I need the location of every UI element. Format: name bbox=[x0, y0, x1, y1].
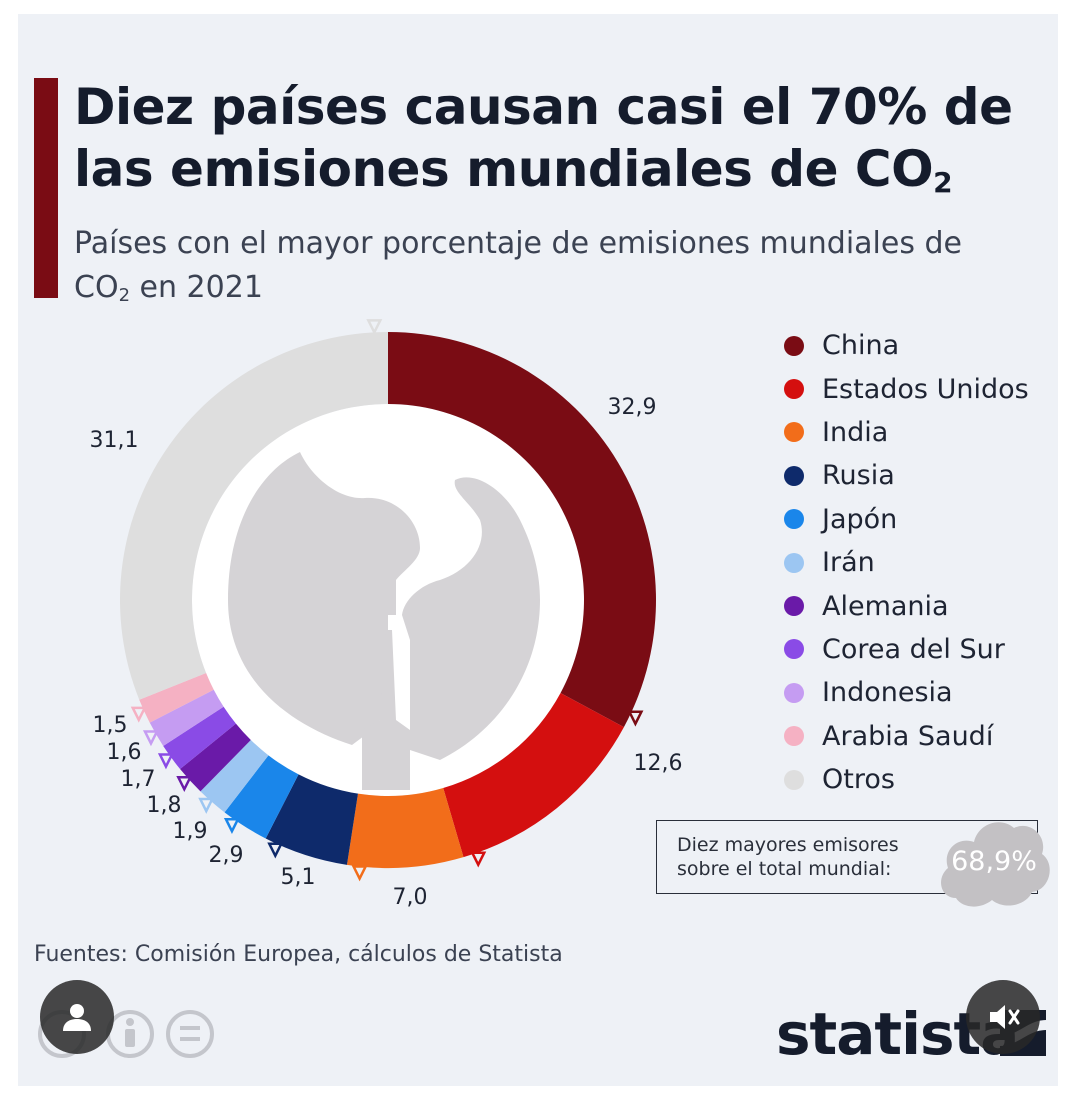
attribution-icon bbox=[106, 1010, 154, 1058]
total-summary-box: Diez mayores emisores sobre el total mund… bbox=[656, 820, 1038, 894]
legend-item: Estados Unidos bbox=[784, 367, 1064, 410]
data-label: 5,1 bbox=[281, 865, 316, 890]
data-label: 1,6 bbox=[107, 740, 142, 765]
segment-pointer bbox=[142, 730, 159, 747]
data-label: 1,9 bbox=[173, 819, 208, 844]
data-label: 31,1 bbox=[90, 428, 139, 453]
data-label: 2,9 bbox=[209, 843, 244, 868]
legend-swatch bbox=[784, 726, 804, 747]
chart-subtitle: Países con el mayor porcentaje de emisio… bbox=[74, 226, 963, 306]
data-label: 32,9 bbox=[608, 395, 657, 420]
legend-label: China bbox=[822, 330, 900, 362]
segment-pointer bbox=[176, 776, 193, 793]
legend-item: Irán bbox=[784, 541, 1064, 584]
legend-label: Corea del Sur bbox=[822, 633, 1005, 665]
data-label: 1,8 bbox=[147, 793, 182, 818]
segment-pointer bbox=[157, 753, 174, 770]
legend-label: India bbox=[822, 416, 889, 448]
segment-pointer bbox=[627, 710, 644, 727]
title-accent-bar bbox=[34, 78, 58, 298]
chart-title: Diez países causan casi el 70% de las em… bbox=[74, 78, 1013, 199]
data-label: 1,7 bbox=[121, 767, 156, 792]
legend-swatch bbox=[784, 379, 804, 400]
legend-label: Estados Unidos bbox=[822, 373, 1029, 405]
legend-item: India bbox=[784, 411, 1064, 454]
donut-segment bbox=[443, 692, 624, 858]
legend-item: Alemania bbox=[784, 584, 1064, 627]
data-label: 1,5 bbox=[93, 713, 128, 738]
total-value: 68,9% bbox=[951, 846, 1037, 877]
donut-segment bbox=[388, 332, 657, 728]
segment-pointer bbox=[223, 817, 240, 835]
factory-smoke-illustration bbox=[192, 404, 584, 796]
legend-swatch bbox=[784, 422, 804, 443]
donut-segment bbox=[139, 672, 214, 723]
legend-swatch bbox=[784, 769, 804, 790]
donut-segment bbox=[119, 332, 388, 700]
legend-item: Arabia Saudí bbox=[784, 715, 1064, 758]
total-summary-label: Diez mayores emisores sobre el total mund… bbox=[677, 834, 899, 880]
legend-item: China bbox=[784, 324, 1064, 367]
segment-pointer bbox=[470, 851, 487, 868]
legend-swatch bbox=[784, 509, 804, 530]
mute-button[interactable] bbox=[966, 980, 1040, 1054]
no-derivatives-icon bbox=[166, 1010, 214, 1058]
legend-item: Corea del Sur bbox=[784, 628, 1064, 671]
legend-label: Indonesia bbox=[822, 677, 953, 709]
segment-pointer bbox=[267, 842, 284, 859]
legend-label: Irán bbox=[822, 547, 875, 579]
cloud-icon bbox=[941, 822, 1050, 907]
data-label: 7,0 bbox=[393, 885, 428, 910]
data-label: 12,6 bbox=[634, 751, 683, 776]
legend-item: Otros bbox=[784, 758, 1064, 801]
legend-label: Alemania bbox=[822, 590, 949, 622]
segment-pointer bbox=[130, 706, 147, 723]
legend-label: Arabia Saudí bbox=[822, 720, 994, 752]
legend-item: Japón bbox=[784, 498, 1064, 541]
donut-segment bbox=[163, 706, 236, 770]
donut-segment bbox=[200, 739, 269, 813]
legend-swatch bbox=[784, 639, 804, 660]
profile-button[interactable] bbox=[40, 980, 114, 1054]
legend-item: Rusia bbox=[784, 454, 1064, 497]
donut-segment bbox=[180, 723, 251, 792]
legend-swatch bbox=[784, 335, 804, 356]
legend-label: Japón bbox=[822, 503, 898, 535]
profile-icon bbox=[63, 1004, 91, 1031]
speaker-muted-icon bbox=[990, 1005, 1020, 1029]
legend-swatch bbox=[784, 552, 804, 573]
legend-label: Otros bbox=[822, 764, 895, 796]
chart-legend: China Estados Unidos India Rusia Japón Irán Al… bbox=[784, 324, 1064, 801]
segment-pointer bbox=[366, 319, 383, 336]
segment-pointer bbox=[351, 865, 368, 882]
donut-segment bbox=[224, 755, 299, 839]
legend-label: Rusia bbox=[822, 460, 895, 492]
legend-item: Indonesia bbox=[784, 671, 1064, 714]
legend-swatch bbox=[784, 596, 804, 617]
donut-segment bbox=[265, 774, 358, 865]
source-note: Fuentes: Comisión Europea, cálculos de S… bbox=[34, 942, 563, 967]
legend-swatch bbox=[784, 682, 804, 703]
donut-segment bbox=[149, 689, 224, 746]
donut-segment bbox=[346, 788, 464, 868]
segment-pointer bbox=[198, 797, 215, 814]
legend-swatch bbox=[784, 465, 804, 486]
